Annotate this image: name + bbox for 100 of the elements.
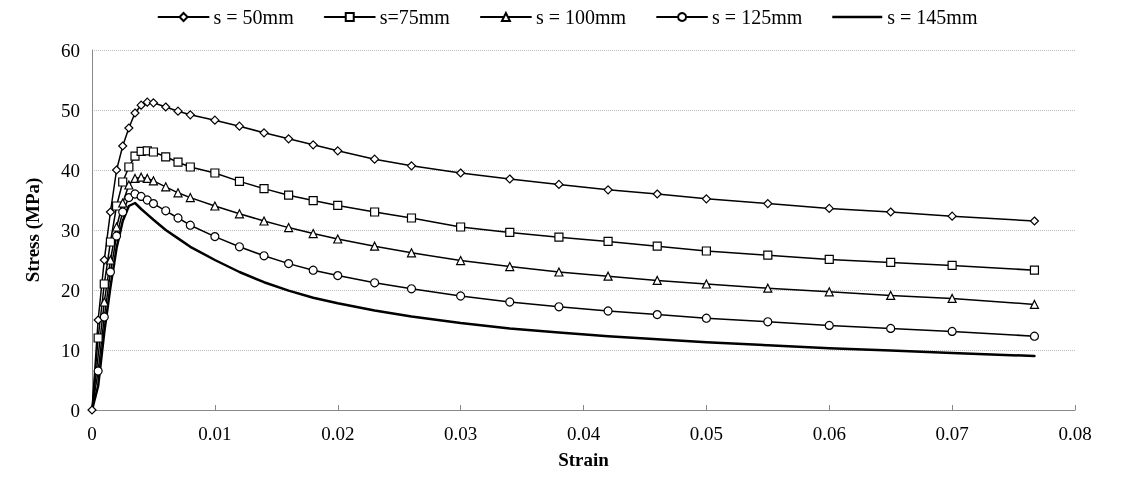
x-tick-label: 0.04 bbox=[566, 423, 601, 444]
point bbox=[370, 207, 380, 217]
point bbox=[456, 256, 466, 266]
point bbox=[947, 211, 957, 221]
point bbox=[259, 216, 269, 226]
point bbox=[105, 255, 116, 265]
y-tick-label: 60 bbox=[61, 39, 80, 61]
point bbox=[173, 106, 183, 116]
point bbox=[284, 134, 294, 144]
point bbox=[136, 172, 146, 182]
point bbox=[701, 313, 711, 323]
point bbox=[105, 207, 116, 217]
point bbox=[99, 312, 109, 322]
point bbox=[148, 176, 159, 186]
y-tick-label: 10 bbox=[61, 339, 80, 361]
point bbox=[148, 147, 159, 157]
point bbox=[652, 310, 662, 320]
point bbox=[406, 284, 417, 294]
point bbox=[185, 193, 195, 203]
point bbox=[947, 293, 957, 303]
point bbox=[124, 162, 134, 172]
point bbox=[118, 207, 128, 217]
point bbox=[370, 241, 380, 251]
point bbox=[406, 248, 417, 258]
point bbox=[105, 267, 116, 277]
point bbox=[1029, 265, 1040, 275]
point bbox=[173, 213, 183, 223]
point bbox=[333, 200, 343, 210]
point bbox=[259, 184, 269, 194]
point bbox=[505, 297, 515, 307]
point bbox=[308, 229, 318, 239]
point bbox=[763, 199, 773, 209]
point bbox=[701, 246, 711, 256]
point bbox=[652, 189, 662, 199]
x-tick-label: 0.02 bbox=[321, 423, 355, 444]
point bbox=[105, 237, 116, 247]
x-tick-label: 0.07 bbox=[935, 423, 969, 444]
point bbox=[234, 242, 245, 252]
point bbox=[210, 115, 220, 125]
point bbox=[185, 110, 195, 120]
x-tick-label: 0.06 bbox=[812, 423, 846, 444]
point bbox=[763, 283, 773, 293]
point bbox=[118, 177, 128, 187]
x-tick-label: 0.01 bbox=[198, 423, 232, 444]
point bbox=[308, 265, 318, 275]
point bbox=[136, 100, 146, 110]
point bbox=[284, 259, 294, 269]
point bbox=[185, 162, 195, 172]
point bbox=[603, 185, 613, 195]
point bbox=[234, 176, 245, 186]
point bbox=[370, 154, 380, 164]
point bbox=[456, 291, 466, 301]
point bbox=[333, 234, 343, 244]
point bbox=[456, 222, 466, 232]
point bbox=[142, 173, 152, 183]
point bbox=[554, 267, 564, 277]
point bbox=[406, 161, 417, 171]
y-axis-title: Stress (MPa) bbox=[22, 177, 44, 283]
point bbox=[284, 223, 294, 233]
point bbox=[652, 241, 662, 251]
y-tick-label: 20 bbox=[61, 279, 80, 301]
x-tick-label: 0.08 bbox=[1058, 423, 1092, 444]
point bbox=[118, 141, 128, 151]
point bbox=[124, 123, 134, 133]
point bbox=[824, 287, 834, 297]
point bbox=[161, 206, 171, 216]
point bbox=[333, 271, 343, 281]
point bbox=[603, 271, 613, 281]
point bbox=[824, 320, 834, 330]
x-axis-title: Strain bbox=[558, 449, 610, 470]
point bbox=[308, 140, 318, 150]
point bbox=[603, 306, 613, 316]
point bbox=[886, 257, 896, 267]
point bbox=[173, 188, 183, 198]
point bbox=[886, 290, 896, 300]
point bbox=[763, 317, 773, 327]
x-tick-label: 0.05 bbox=[689, 423, 723, 444]
point bbox=[308, 196, 318, 206]
point bbox=[947, 260, 957, 270]
point bbox=[93, 333, 103, 343]
point bbox=[161, 152, 171, 162]
point bbox=[701, 194, 711, 204]
point bbox=[763, 250, 773, 260]
y-tick-label: 50 bbox=[61, 99, 80, 121]
point bbox=[234, 209, 245, 219]
point bbox=[554, 232, 564, 242]
legend-label: s = 100mm bbox=[535, 6, 627, 28]
y-tick-label: 0 bbox=[70, 399, 80, 421]
point bbox=[259, 128, 269, 138]
point bbox=[406, 213, 417, 223]
point bbox=[886, 323, 896, 333]
x-tick-label: 0 bbox=[87, 423, 97, 444]
point bbox=[111, 165, 122, 175]
point bbox=[210, 201, 220, 211]
point bbox=[161, 102, 171, 112]
point bbox=[947, 326, 957, 336]
point bbox=[210, 168, 220, 178]
point bbox=[161, 182, 171, 192]
y-tick-label: 40 bbox=[61, 159, 80, 181]
point bbox=[148, 199, 159, 209]
